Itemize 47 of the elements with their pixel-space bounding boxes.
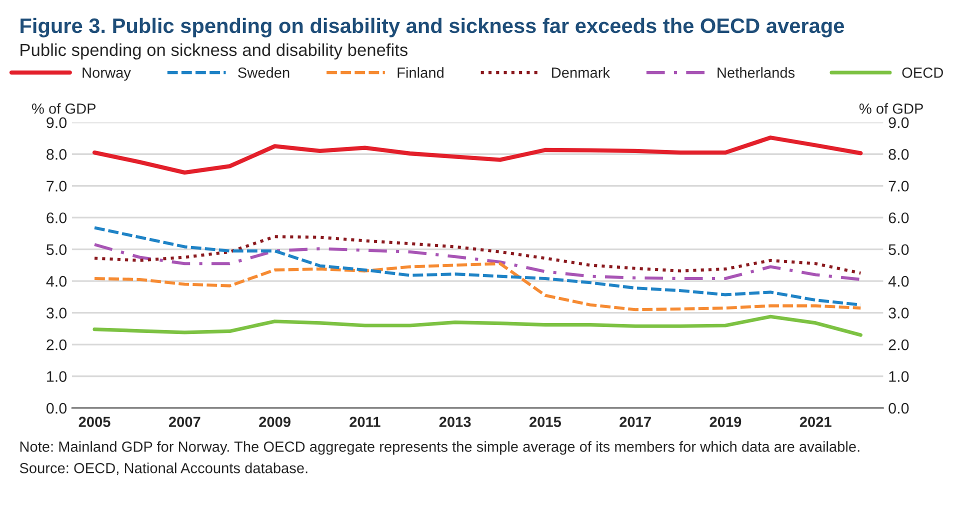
line-series <box>93 235 862 275</box>
x-tick-label: 2013 <box>439 416 471 428</box>
x-tick-label: 2015 <box>529 416 562 428</box>
y2-tick-label: 1.0 <box>889 371 909 382</box>
x-tick-label: 2005 <box>78 416 110 428</box>
legend-label: Denmark <box>552 67 610 78</box>
chart-subtitle: Public spending on sickness and disability benefits <box>20 43 408 60</box>
y2-tick-label: 2.0 <box>888 339 909 350</box>
y-tick-label: 2.0 <box>46 339 67 350</box>
y2-tick-label: 8.0 <box>888 149 909 160</box>
y-tick-label: 5.0 <box>46 244 67 256</box>
y-tick-label: 3.0 <box>46 308 67 318</box>
y2-axis-title: % of GDP <box>859 103 923 114</box>
legend-label: Netherlands <box>718 67 795 78</box>
line-series <box>92 314 862 337</box>
y-tick-label: 1.0 <box>47 371 67 382</box>
y2-tick-label: 0.0 <box>888 402 909 414</box>
line-series <box>93 243 862 282</box>
chart-title: Figure 3. Public spending on disability and sickness far exceeds the OECD average <box>20 18 844 38</box>
source-note: Source: OECD, National Accounts database. <box>20 462 308 476</box>
legend-label: Norway <box>82 68 131 81</box>
legend-label: Sweden <box>238 67 290 78</box>
y2-tick-label: 3.0 <box>888 308 909 318</box>
legend-label: OECD <box>902 68 943 78</box>
x-tick-label: 2011 <box>350 416 380 428</box>
x-tick-label: 2009 <box>259 416 290 428</box>
x-tick-label: 2017 <box>620 416 651 428</box>
y2-tick-label: 5.0 <box>888 244 909 256</box>
line-series <box>93 226 862 306</box>
x-tick-label: 2007 <box>168 416 200 428</box>
x-tick-label: 2021 <box>800 416 832 428</box>
y2-tick-label: 9.0 <box>888 117 909 128</box>
y-tick-label: 8.0 <box>46 149 67 160</box>
legend-label: Finland <box>398 67 444 78</box>
y-tick-label: 6.0 <box>46 212 67 224</box>
y2-tick-label: 7.0 <box>888 180 909 192</box>
line-series <box>92 136 863 175</box>
line-series <box>93 262 862 312</box>
text: Note: Mainland GDP for Norway. The OECD aggregate represents the simple average of its members for which data are available. <box>20 441 860 455</box>
y2-tick-label: 4.0 <box>888 276 909 287</box>
y-tick-label: 0.0 <box>46 402 67 414</box>
y-tick-label: 7.0 <box>46 180 67 192</box>
x-tick-label: 2019 <box>710 416 742 428</box>
y2-tick-label: 6.0 <box>888 212 909 224</box>
y-axis-title: % of GDP <box>32 103 96 114</box>
y-tick-label: 4.0 <box>46 276 67 287</box>
y-tick-label: 9.0 <box>46 117 67 128</box>
